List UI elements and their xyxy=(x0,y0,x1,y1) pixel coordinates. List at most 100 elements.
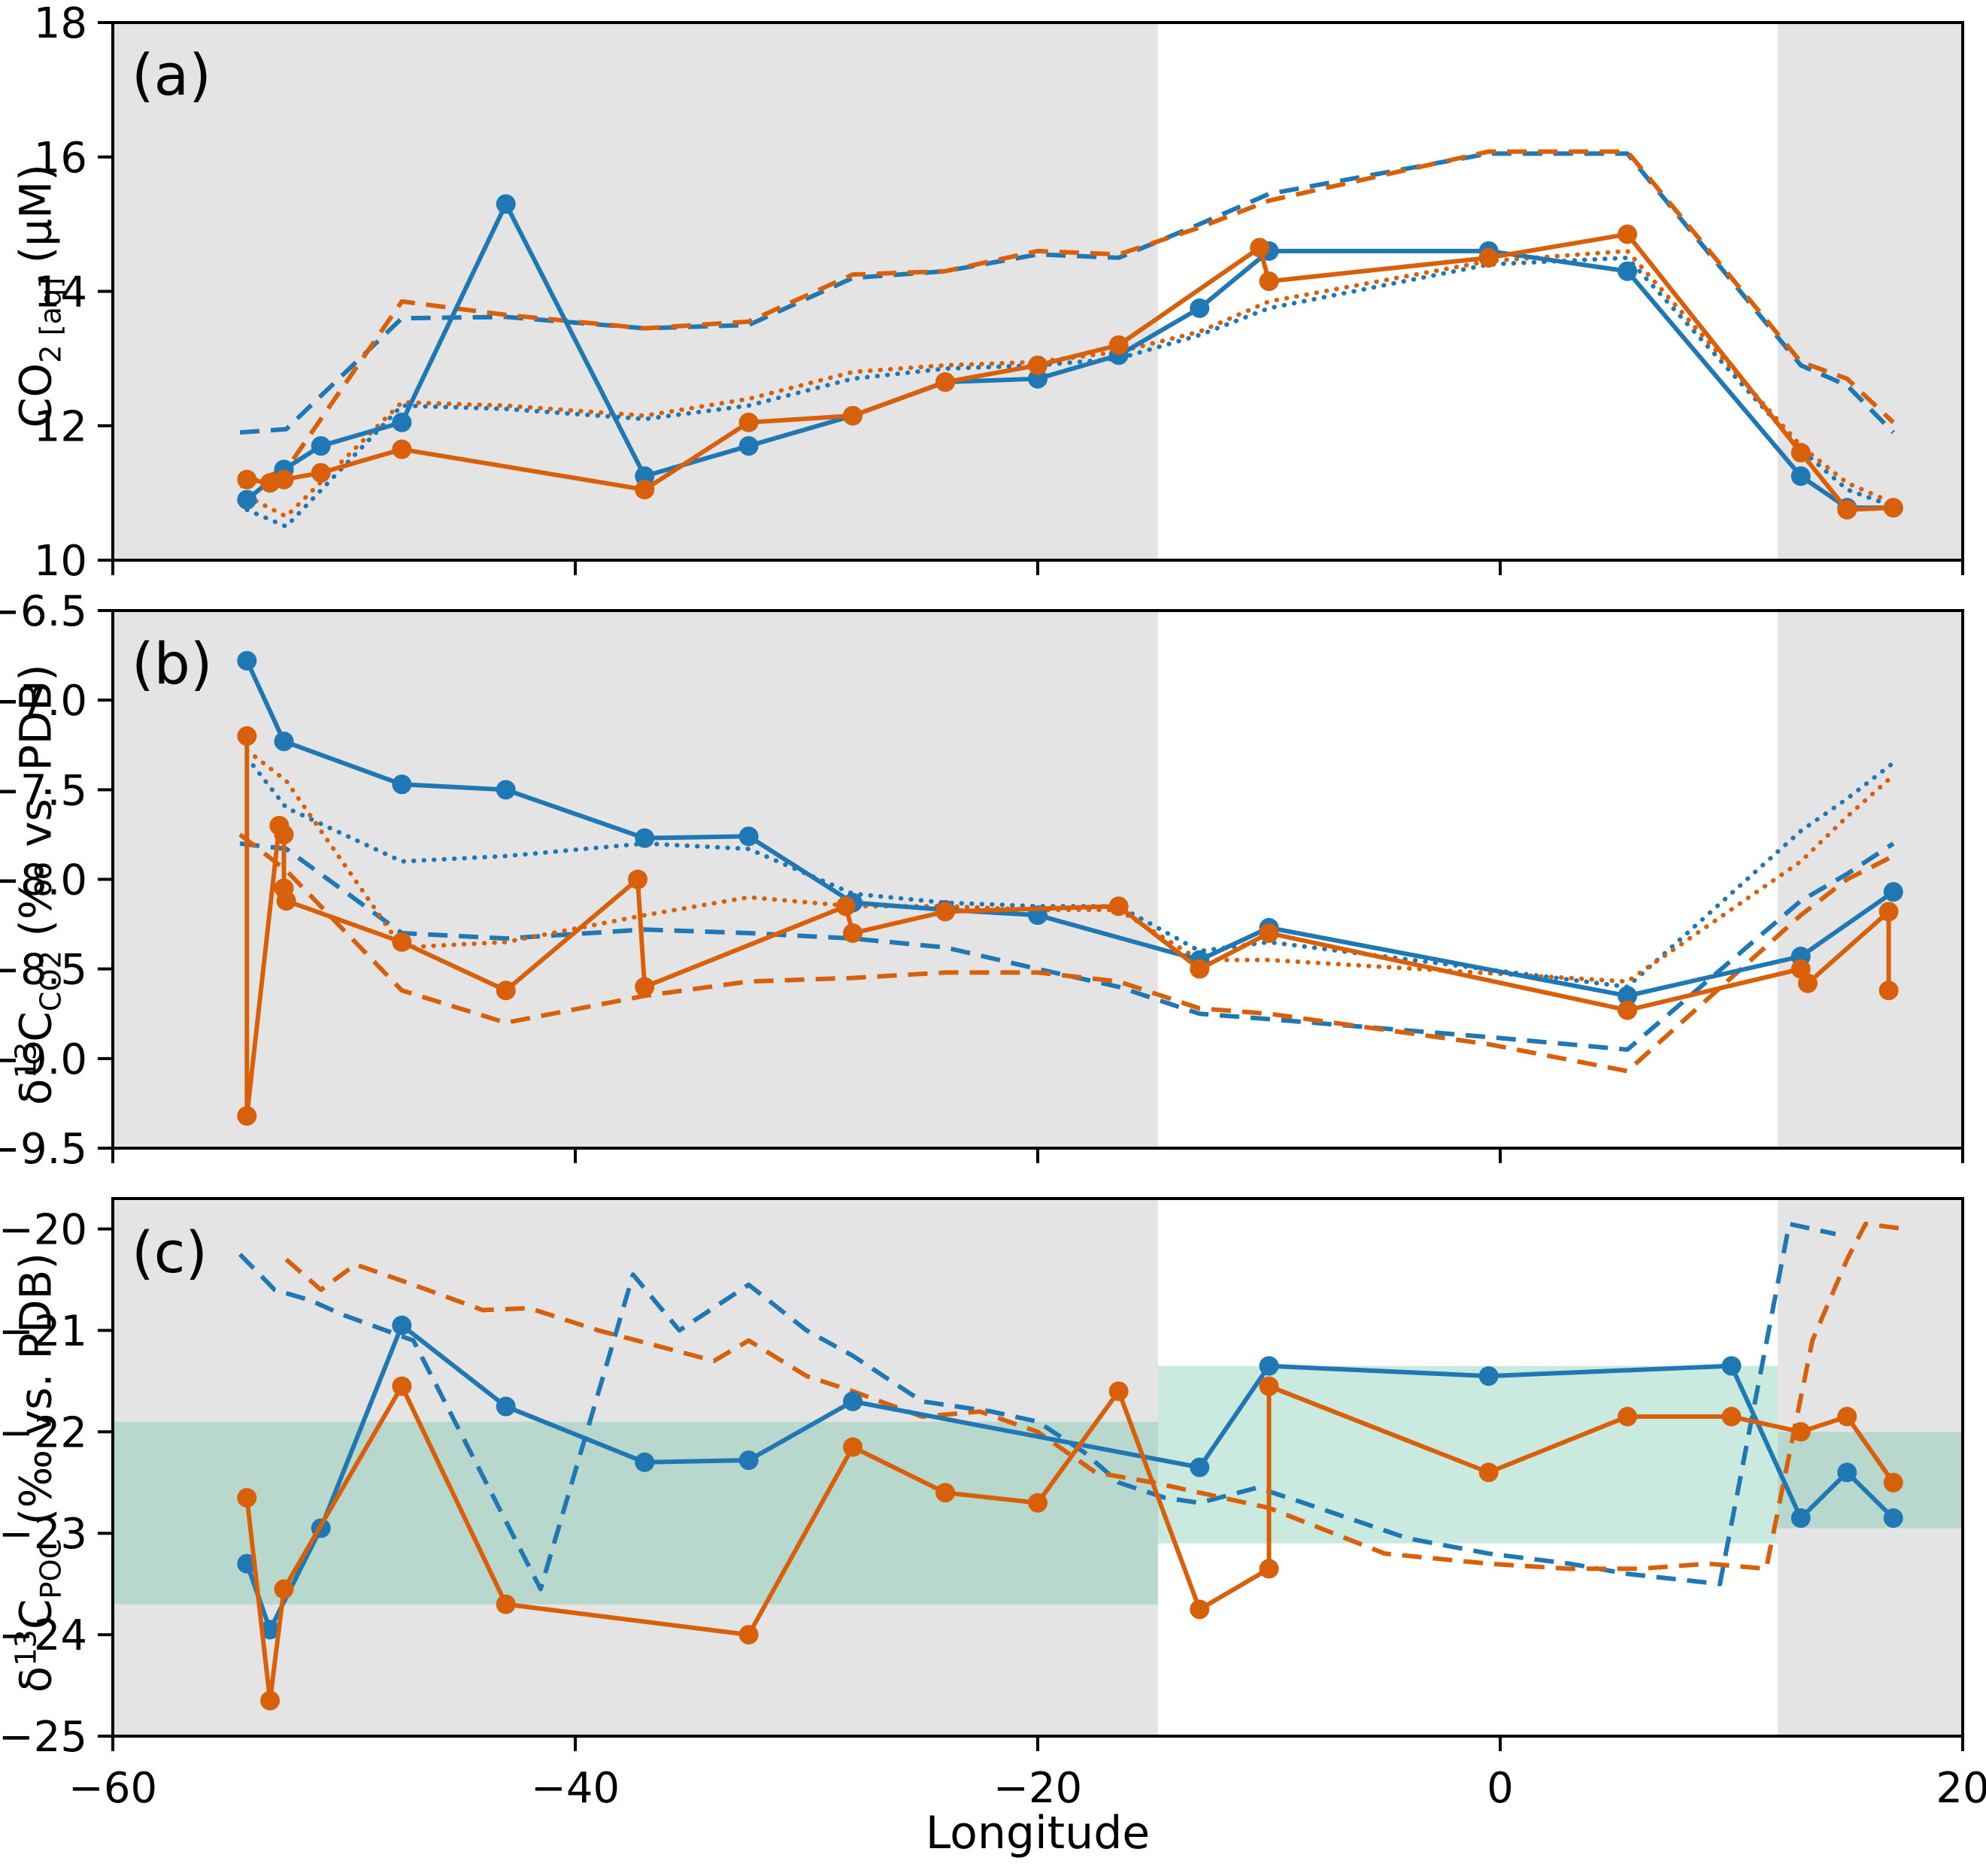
d13c-poc-blue-solid-marker xyxy=(1259,1356,1279,1376)
d13c-poc-blue-solid-marker xyxy=(738,1450,759,1471)
d13c-poc-orange-solid-marker xyxy=(237,1487,257,1508)
x-axis-label: Longitude xyxy=(925,1807,1151,1859)
longitude-shaded-region xyxy=(1778,1199,1963,1736)
y-tick-label: 10 xyxy=(34,537,87,586)
d13c-co2-orange-solid-marker xyxy=(496,980,516,1001)
ylabel-a-post: (μM) xyxy=(10,164,62,277)
y-tick-label: −8.0 xyxy=(0,856,87,905)
y-tick-label: −7.5 xyxy=(0,766,87,815)
series-co2-orange-dotted-line xyxy=(244,248,1896,519)
d13c-poc-orange-solid-marker xyxy=(392,1376,412,1396)
co2-blue-solid-marker xyxy=(237,489,257,510)
d13c-poc-orange-solid-marker xyxy=(1478,1462,1499,1483)
d13c-poc-blue-solid-marker xyxy=(843,1391,863,1411)
co2-orange-solid-marker xyxy=(1883,498,1903,518)
co2-blue-solid-marker xyxy=(496,194,516,214)
y-tick-label: −9.5 xyxy=(0,1125,87,1174)
co2-orange-solid-marker xyxy=(635,480,655,500)
d13c-poc-blue-solid-marker xyxy=(635,1452,655,1472)
ylabel-b-sup: 13 xyxy=(9,1041,44,1079)
y-tick-label: 16 xyxy=(34,134,87,183)
y-tick-label: 18 xyxy=(34,0,87,48)
y-tick-label: −9.0 xyxy=(0,1035,87,1084)
co2-orange-solid-marker xyxy=(1108,335,1129,355)
d13c-co2-orange-solid-marker xyxy=(935,902,955,922)
d13c-poc-blue-solid-marker xyxy=(392,1315,412,1335)
d13c-co2-blue-solid-marker xyxy=(274,731,294,751)
series-d13c-co2-blue-dashed-line xyxy=(239,841,1895,1052)
poc-reference-band xyxy=(113,1421,1158,1605)
d13c-poc-orange-solid-marker xyxy=(843,1437,863,1457)
d13c-poc-blue-solid-marker xyxy=(1883,1508,1903,1528)
d13c-co2-orange-solid-marker xyxy=(274,824,294,844)
d13c-poc-orange-solid-marker xyxy=(1259,1376,1279,1396)
d13c-poc-orange-solid-marker xyxy=(260,1690,280,1711)
y-axis-label-c: δ13CPOC (‰ vs. PDB) xyxy=(9,1165,68,1781)
d13c-co2-blue-solid-marker xyxy=(1618,986,1638,1006)
ylabel-c-sub: POC xyxy=(34,1538,68,1599)
co2-blue-solid-marker xyxy=(1190,298,1210,318)
y-axis-label-b: δ13CCO2 (‰ vs. PDB) xyxy=(9,577,68,1193)
d13c-poc-blue-solid-marker xyxy=(1190,1457,1210,1477)
co2-orange-solid-marker xyxy=(1837,499,1857,520)
co2-orange-solid-marker xyxy=(1250,238,1270,258)
d13c-co2-orange-solid-marker xyxy=(392,932,412,952)
series-co2-orange-dashed-line xyxy=(239,149,1895,489)
d13c-co2-blue-solid-marker xyxy=(392,774,412,795)
y-tick-label: 14 xyxy=(34,268,87,317)
d13c-poc-orange-solid-marker xyxy=(1618,1407,1638,1427)
co2-blue-solid-marker xyxy=(1790,466,1811,486)
co2-orange-solid-marker xyxy=(1259,271,1279,292)
co2-orange-solid-marker xyxy=(843,405,863,426)
d13c-poc-orange-solid-marker xyxy=(738,1625,759,1645)
x-tick-label: −40 xyxy=(531,1764,620,1813)
d13c-poc-orange-solid-marker xyxy=(1883,1472,1903,1493)
y-tick-label: −21 xyxy=(0,1307,87,1356)
d13c-co2-orange-solid-marker xyxy=(237,726,257,746)
co2-orange-solid-marker xyxy=(1790,443,1811,462)
co2-orange-solid-marker xyxy=(237,469,257,489)
d13c-co2-orange-solid-marker xyxy=(1878,980,1899,1001)
x-tick-label: −60 xyxy=(68,1764,157,1813)
d13c-co2-blue-solid-marker xyxy=(237,650,257,671)
series-d13c-co2-blue-solid-line xyxy=(244,659,1895,999)
d13c-co2-orange-solid-marker xyxy=(628,869,648,890)
d13c-co2-orange-solid-marker xyxy=(1797,973,1818,993)
panel-label-c: (c) xyxy=(132,1219,208,1286)
d13c-co2-orange-solid-marker xyxy=(843,923,863,943)
d13c-poc-orange-solid-marker xyxy=(496,1594,516,1614)
co2-orange-solid-marker xyxy=(1028,355,1048,375)
co2-orange-solid-marker xyxy=(1618,224,1638,244)
x-tick-label: 20 xyxy=(1936,1764,1986,1813)
ylabel-a-sub: 2 [aq] xyxy=(34,277,68,363)
d13c-co2-orange-solid-marker xyxy=(635,977,655,997)
poc-reference-band xyxy=(1157,1365,1778,1544)
co2-blue-solid-marker xyxy=(738,436,759,456)
series-d13c-co2-blue-dotted-line xyxy=(244,755,1896,990)
d13c-poc-orange-solid-marker xyxy=(1790,1422,1811,1442)
d13c-co2-blue-solid-marker xyxy=(496,780,516,800)
series-d13c-co2-orange-dashed-line xyxy=(238,832,1895,1074)
y-tick-label: −24 xyxy=(0,1611,87,1660)
y-tick-label: −20 xyxy=(0,1205,87,1254)
longitude-shaded-region xyxy=(113,1199,1158,1736)
d13c-poc-blue-solid-marker xyxy=(1721,1356,1742,1376)
y-tick-label: −22 xyxy=(0,1408,87,1457)
y-tick-label: 12 xyxy=(34,402,87,451)
series-d13c-poc-blue-dashed-line xyxy=(238,1221,1836,1592)
d13c-poc-orange-solid-marker xyxy=(1837,1407,1857,1427)
d13c-poc-orange-solid-marker xyxy=(935,1483,955,1503)
d13c-co2-orange-solid-marker xyxy=(1190,959,1210,979)
longitude-shaded-region xyxy=(1778,611,1963,1148)
d13c-poc-blue-solid-marker xyxy=(496,1396,516,1417)
ylabel-a-pre: CO xyxy=(10,362,62,429)
series-co2-blue-solid-line xyxy=(245,202,1894,511)
y-tick-label: −8.5 xyxy=(0,946,87,995)
series-co2-blue-dashed-line xyxy=(239,151,1895,435)
d13c-poc-orange-solid-marker xyxy=(1259,1559,1279,1579)
d13c-co2-blue-solid-marker xyxy=(635,828,655,848)
co2-blue-solid-marker xyxy=(311,436,331,456)
co2-orange-solid-marker xyxy=(274,469,294,489)
d13c-poc-blue-solid-marker xyxy=(1790,1508,1811,1528)
d13c-co2-orange-solid-marker xyxy=(1618,1000,1638,1020)
